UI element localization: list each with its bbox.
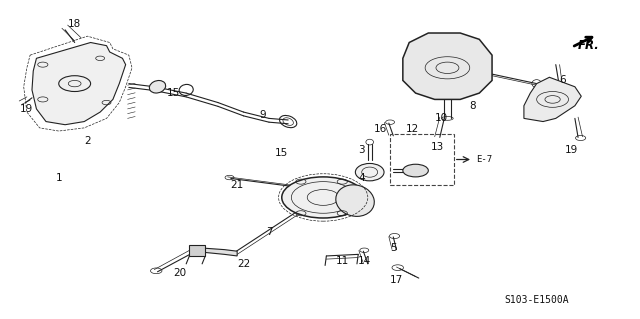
Text: 1: 1 (56, 174, 62, 183)
Polygon shape (193, 247, 237, 256)
Polygon shape (32, 42, 125, 125)
Text: 7: 7 (266, 227, 273, 237)
Text: 22: 22 (237, 259, 250, 269)
Polygon shape (524, 77, 581, 122)
Text: 13: 13 (431, 142, 445, 152)
Ellipse shape (355, 163, 384, 181)
Text: 19: 19 (565, 145, 579, 155)
Text: E-7: E-7 (476, 155, 492, 164)
Text: 15: 15 (275, 148, 289, 158)
Text: 9: 9 (259, 110, 266, 120)
Text: 16: 16 (374, 124, 387, 135)
Text: 6: 6 (559, 76, 566, 85)
Text: 21: 21 (230, 180, 244, 190)
Text: 8: 8 (470, 101, 476, 111)
Text: 18: 18 (68, 19, 81, 28)
Text: 12: 12 (406, 124, 419, 135)
Polygon shape (403, 33, 492, 100)
Circle shape (282, 177, 365, 218)
Text: 3: 3 (358, 145, 365, 155)
Bar (189, 245, 205, 256)
Bar (390, 134, 454, 185)
Text: 4: 4 (358, 174, 365, 183)
Text: 2: 2 (84, 136, 91, 145)
Text: 14: 14 (358, 256, 371, 266)
Text: FR.: FR. (578, 39, 600, 52)
Ellipse shape (149, 80, 166, 93)
Text: 17: 17 (390, 275, 403, 285)
Text: 20: 20 (173, 268, 186, 278)
Text: 19: 19 (20, 104, 33, 114)
Text: 10: 10 (435, 113, 447, 123)
Text: 11: 11 (335, 256, 349, 266)
Text: 5: 5 (390, 243, 397, 253)
Text: S103-E1500A: S103-E1500A (505, 295, 570, 305)
Circle shape (403, 164, 428, 177)
Ellipse shape (336, 185, 374, 216)
Text: 15: 15 (167, 88, 180, 98)
